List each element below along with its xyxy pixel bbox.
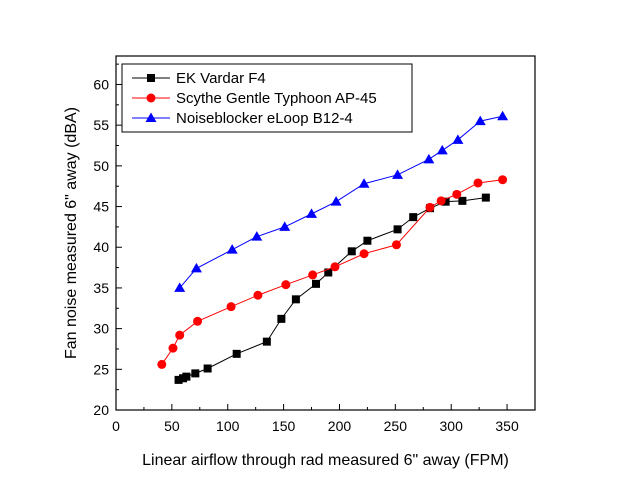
- data-point: [347, 247, 356, 256]
- y-axis-ticks: 20 25 30 35 40 45 50 55 60: [93, 63, 122, 418]
- data-point: [262, 337, 271, 346]
- data-point: [251, 231, 263, 241]
- data-point: [157, 359, 167, 369]
- series-line: [161, 179, 503, 365]
- data-point: [226, 302, 236, 312]
- data-point: [425, 202, 435, 212]
- data-point: [277, 314, 286, 323]
- legend-box: [121, 63, 413, 133]
- y-axis-label: Fan noise measured 6" away (dBA): [63, 107, 80, 359]
- data-point: [306, 208, 318, 218]
- data-point: [190, 262, 202, 273]
- x-tick-label: 200: [328, 418, 352, 434]
- data-point: [473, 178, 483, 188]
- y-tick-label: 55: [93, 117, 109, 133]
- data-point: [452, 134, 464, 144]
- data-point: [330, 262, 340, 272]
- series-line: [178, 197, 486, 381]
- y-tick-label: 20: [93, 402, 109, 418]
- x-tick-label: 350: [495, 418, 519, 434]
- y-tick-label: 60: [93, 76, 109, 92]
- data-point: [226, 244, 238, 254]
- data-point: [182, 372, 191, 381]
- x-axis-label: Linear airflow through rad measured 6" a…: [142, 452, 509, 469]
- y-tick-label: 25: [93, 361, 109, 377]
- legend-label: Scythe Gentle Typhoon AP-45: [176, 90, 377, 107]
- data-point: [281, 280, 291, 290]
- data-point: [441, 197, 450, 206]
- data-point: [474, 115, 486, 126]
- data-point: [308, 270, 318, 280]
- data-point: [393, 225, 402, 234]
- data-point: [168, 343, 178, 353]
- x-tick-label: 50: [164, 418, 180, 434]
- data-point: [409, 213, 418, 222]
- legend-marker: [147, 74, 155, 82]
- y-tick-label: 30: [93, 321, 109, 337]
- x-tick-label: 150: [272, 418, 296, 434]
- plot-frame: [115, 55, 536, 411]
- data-point: [174, 282, 186, 292]
- data-point: [498, 175, 508, 185]
- data-point: [291, 295, 300, 304]
- data-point: [193, 316, 203, 326]
- series-layer: [157, 110, 509, 384]
- data-point: [324, 268, 333, 277]
- x-tick-label: 0: [112, 418, 120, 434]
- y-tick-label: 50: [93, 158, 109, 174]
- data-point: [423, 153, 435, 164]
- y-tick-label: 35: [93, 280, 109, 296]
- legend-entry: Scythe Gentle Typhoon AP-45: [132, 90, 377, 107]
- data-point: [253, 290, 263, 300]
- data-point: [203, 364, 212, 373]
- legend-entry: EK Vardar F4: [132, 70, 266, 87]
- x-tick-label: 250: [384, 418, 408, 434]
- data-point: [175, 330, 185, 340]
- legend-label: Noiseblocker eLoop B12-4: [176, 110, 353, 127]
- data-point: [232, 349, 241, 358]
- x-tick-label: 300: [440, 418, 464, 434]
- data-point: [481, 193, 490, 202]
- data-point: [330, 196, 342, 206]
- data-point: [452, 189, 462, 199]
- data-point: [191, 369, 200, 378]
- data-point: [458, 196, 467, 205]
- legend-marker: [146, 93, 156, 103]
- data-point: [497, 110, 509, 121]
- data-point: [436, 144, 448, 155]
- legend-marker: [145, 112, 157, 122]
- data-point: [363, 236, 372, 245]
- data-point: [391, 240, 401, 250]
- data-point: [436, 196, 446, 206]
- series-2: [157, 175, 508, 369]
- data-point: [359, 249, 369, 259]
- legend-label: EK Vardar F4: [176, 70, 266, 87]
- x-axis-ticks: 0 50 100 150 200 250 300 350: [112, 404, 519, 434]
- data-point: [174, 375, 183, 384]
- x-tick-label: 100: [216, 418, 240, 434]
- data-point: [392, 169, 404, 179]
- legend: EK Vardar F4 Scythe Gentle Typhoon AP-45 N…: [121, 63, 413, 133]
- data-point: [358, 178, 370, 188]
- series-3: [174, 110, 509, 292]
- y-tick-label: 45: [93, 199, 109, 215]
- data-point: [279, 221, 291, 231]
- y-tick-label: 40: [93, 239, 109, 255]
- legend-entry: Noiseblocker eLoop B12-4: [132, 110, 353, 127]
- data-point: [312, 279, 321, 288]
- series-1: [174, 193, 490, 384]
